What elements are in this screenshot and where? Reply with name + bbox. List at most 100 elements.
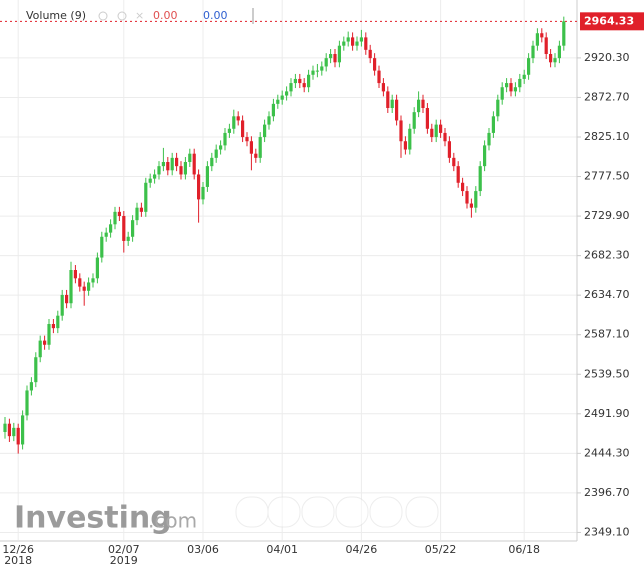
candle-body: [166, 162, 170, 171]
candle-body: [139, 207, 143, 212]
candle-body: [311, 70, 315, 75]
candle-body: [474, 191, 478, 208]
candle-body: [201, 186, 205, 200]
candle-body: [500, 87, 504, 100]
toolbar-button[interactable]: [405, 496, 439, 528]
candle-body: [364, 37, 368, 50]
candle-body: [78, 278, 82, 287]
candle-body: [126, 236, 130, 241]
candle-body: [122, 216, 126, 241]
y-tick-label: 2825.10: [584, 130, 630, 143]
legend-label: Volume (9): [26, 9, 86, 22]
toolbar: [235, 496, 439, 528]
toolbar-button[interactable]: [235, 496, 269, 528]
candle-body: [7, 423, 11, 437]
candle-body: [289, 83, 293, 92]
candle-body: [359, 37, 363, 42]
candle-body: [527, 58, 531, 75]
candles: [3, 16, 566, 454]
y-tick-label: 2539.50: [584, 367, 630, 380]
candle-body: [34, 357, 38, 383]
candle-body: [535, 33, 539, 46]
candle-body: [245, 137, 249, 142]
candle-body: [505, 83, 509, 88]
candle-body: [320, 66, 324, 71]
candle-body: [298, 78, 302, 84]
candle-body: [487, 132, 491, 146]
candle-body: [254, 153, 258, 158]
candle-body: [236, 116, 240, 121]
candle-body: [87, 282, 91, 291]
candle-body: [285, 91, 289, 96]
candle-body: [307, 74, 311, 88]
candle-body: [549, 54, 553, 63]
candle-body: [12, 427, 16, 437]
legend-value: 0.00: [153, 9, 178, 22]
toolbar-button[interactable]: [301, 496, 335, 528]
candle-body: [403, 141, 407, 150]
candle-body: [271, 103, 275, 117]
candle-body: [153, 174, 157, 179]
candle-body: [219, 145, 223, 150]
candle-body: [417, 99, 421, 113]
candle-body: [456, 166, 460, 183]
x-tick-label: 02/07 2019: [108, 543, 140, 567]
candle-body: [91, 278, 95, 283]
candle-body: [399, 120, 403, 142]
candle-body: [381, 83, 385, 92]
candle-body: [333, 54, 337, 63]
icon-eye[interactable]: [98, 11, 108, 21]
y-tick-label: 2777.50: [584, 170, 630, 183]
icon-close[interactable]: ×: [135, 9, 144, 22]
candle-body: [65, 294, 69, 304]
icon-settings[interactable]: [117, 11, 127, 21]
watermark-brand: Investing: [14, 501, 172, 536]
candle-body: [144, 182, 148, 212]
candle-body: [214, 149, 218, 158]
candle-body: [205, 166, 209, 187]
candle-body: [434, 124, 438, 138]
candle-body: [258, 137, 262, 158]
candle-body: [267, 116, 271, 125]
candle-body: [496, 99, 500, 117]
x-tick-label: 04/26: [346, 543, 378, 556]
candle-body: [562, 21, 566, 46]
axis: 2349.10 2396.70 2444.30 2491.90 2539.50 2587.…: [0, 12, 644, 567]
x-tick-label: 05/22: [425, 543, 457, 556]
candle-body: [531, 45, 535, 59]
candle-body: [329, 54, 333, 59]
toolbar-button[interactable]: [369, 496, 403, 528]
toolbar-button[interactable]: [335, 496, 369, 528]
candle-body: [183, 162, 187, 175]
legend-icons[interactable]: ×: [98, 9, 144, 22]
candle-body: [478, 166, 482, 192]
candle-body: [522, 74, 526, 79]
candle-body: [56, 315, 60, 329]
candle-body: [302, 83, 306, 88]
candle-body: [491, 116, 495, 133]
candle-body: [179, 166, 183, 175]
candle-body: [73, 270, 77, 279]
candle-body: [131, 220, 135, 237]
candle-body: [60, 294, 64, 316]
candle-body: [276, 99, 280, 104]
candle-body: [346, 37, 350, 42]
candle-body: [38, 340, 42, 358]
toolbar-button[interactable]: [267, 496, 301, 528]
candle-body: [509, 83, 513, 92]
candle-body: [157, 166, 161, 175]
candle-body: [104, 232, 108, 237]
x-tick-label: 06/18: [508, 543, 540, 556]
candle-body: [25, 390, 29, 416]
candle-body: [170, 157, 174, 171]
candle-body: [315, 70, 319, 72]
candle-body: [161, 162, 165, 167]
candle-body: [342, 41, 346, 46]
candle-body: [355, 41, 359, 46]
y-tick-label: 2587.10: [584, 328, 630, 341]
y-tick-label: 2872.70: [584, 90, 630, 103]
candle-body: [443, 132, 447, 142]
y-tick-label: 2634.70: [584, 288, 630, 301]
